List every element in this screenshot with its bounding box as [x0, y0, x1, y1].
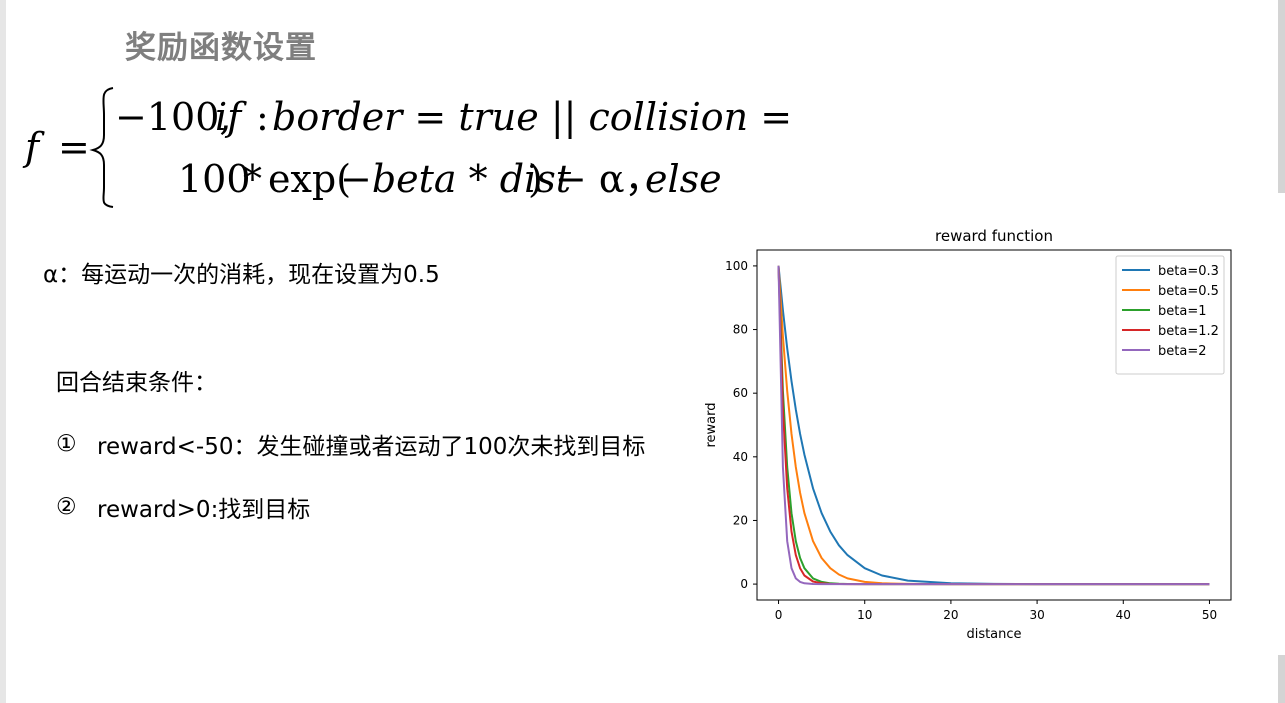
formula-case2-num: 100 — [178, 157, 251, 201]
y-tick-label: 100 — [725, 259, 748, 273]
formula-case2-exp: exp( — [268, 157, 351, 201]
condition-item: ① reward<-50：发生碰撞或者运动了100次未找到目标 — [56, 427, 645, 461]
y-tick-label: 20 — [733, 513, 748, 527]
formula-case1-colon: : — [256, 95, 269, 139]
legend-label: beta=1.2 — [1158, 324, 1219, 339]
formula-case1-condition: border = true || collision = true — [272, 95, 800, 139]
y-tick-label: 80 — [733, 323, 748, 337]
formula-lhs: f — [22, 125, 45, 169]
reward-formula: f = −100, if : border = true || collisio… — [22, 87, 800, 208]
condition-item: ② reward>0:找到目标 — [56, 490, 310, 524]
y-axis-label: reward — [704, 402, 719, 447]
formula-case2-arg: −beta * dist — [340, 157, 572, 201]
formula-case2-star: * — [243, 157, 262, 201]
x-tick-label: 40 — [1116, 608, 1131, 622]
legend-label: beta=0.5 — [1158, 284, 1219, 299]
legend-label: beta=2 — [1158, 344, 1206, 359]
alpha-note: α：每运动一次的消耗，现在设置为0.5 — [43, 262, 440, 288]
condition-number: ① — [56, 431, 77, 457]
legend-box — [1115, 255, 1225, 375]
x-tick-label: 50 — [1202, 608, 1217, 622]
formula-case1-value: −100, — [115, 95, 231, 139]
formula-case2-else: else — [645, 157, 722, 201]
episode-end-title: 回合结束条件： — [56, 370, 217, 396]
y-tick-label: 0 — [740, 577, 748, 591]
condition-text: reward<-50：发生碰撞或者运动了100次未找到目标 — [97, 434, 646, 460]
legend-label: beta=0.3 — [1158, 264, 1219, 279]
x-tick-label: 20 — [943, 608, 958, 622]
x-tick-label: 0 — [775, 608, 783, 622]
slide-title: 奖励函数设置 — [125, 30, 317, 66]
x-axis-label: distance — [966, 627, 1021, 642]
plot-frame — [756, 249, 1232, 601]
chart-title: reward function — [935, 227, 1053, 245]
right-scrollbar-track — [1278, 0, 1285, 193]
condition-number: ② — [56, 494, 77, 520]
x-tick-label: 30 — [1029, 608, 1044, 622]
formula-equals: = — [58, 125, 90, 169]
condition-text: reward>0:找到目标 — [97, 497, 311, 523]
legend-label: beta=1 — [1158, 304, 1206, 319]
formula-brace — [89, 87, 114, 208]
y-tick-label: 60 — [733, 386, 748, 400]
x-tick-label: 10 — [857, 608, 872, 622]
formula-case2-rest: ) − α， — [528, 157, 663, 201]
left-border — [0, 0, 6, 703]
y-tick-label: 40 — [733, 450, 748, 464]
formula-case1-if: if — [215, 95, 247, 139]
series-line — [777, 265, 1210, 586]
reward-function-chart: reward function 0 10 20 30 40 50 0 20 40 60 80 100 di… — [704, 227, 1232, 642]
right-scrollbar-track-bottom — [1278, 655, 1285, 703]
